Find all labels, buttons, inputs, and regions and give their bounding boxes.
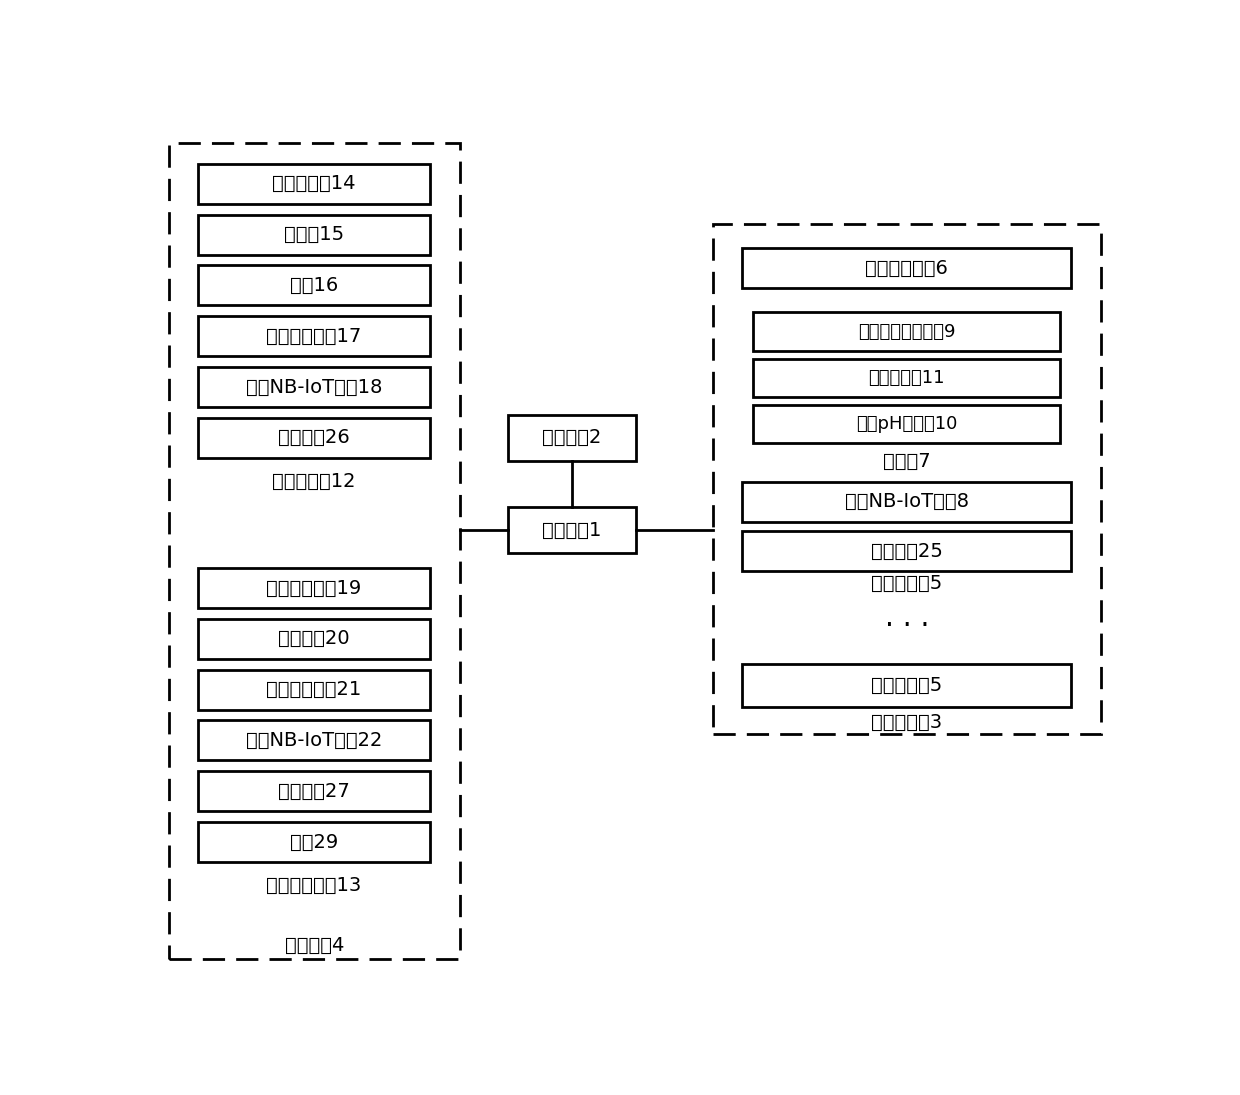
Text: 传感器网络3: 传感器网络3 <box>872 713 942 731</box>
Text: 传感器节点5: 传感器节点5 <box>872 574 942 592</box>
Text: 图像传感器11: 图像传感器11 <box>868 369 945 387</box>
Text: 第二电源26: 第二电源26 <box>278 428 350 448</box>
FancyBboxPatch shape <box>727 235 1086 591</box>
Text: 第三电源27: 第三电源27 <box>278 782 350 800</box>
Text: 第一微处理器6: 第一微处理器6 <box>866 258 949 278</box>
Text: 远程终端2: 远程终端2 <box>542 428 601 448</box>
Text: 滑轨电机20: 滑轨电机20 <box>278 630 350 648</box>
Text: 传感器节点5: 传感器节点5 <box>872 676 942 695</box>
Text: 滑轮29: 滑轮29 <box>290 832 339 852</box>
FancyBboxPatch shape <box>197 568 430 608</box>
Text: 阀门网络4: 阀门网络4 <box>284 936 343 955</box>
FancyBboxPatch shape <box>197 771 430 811</box>
FancyBboxPatch shape <box>754 358 1060 397</box>
Text: 浇水器阀门14: 浇水器阀门14 <box>272 174 356 193</box>
FancyBboxPatch shape <box>743 531 1071 572</box>
FancyBboxPatch shape <box>743 482 1071 522</box>
FancyBboxPatch shape <box>754 312 1060 350</box>
Text: 云服务器1: 云服务器1 <box>542 521 601 540</box>
FancyBboxPatch shape <box>743 665 1071 706</box>
FancyBboxPatch shape <box>743 249 1071 288</box>
Text: 第一电源25: 第一电源25 <box>870 542 942 561</box>
FancyBboxPatch shape <box>197 316 430 356</box>
Text: 滑轨电机阀门19: 滑轨电机阀门19 <box>267 578 362 598</box>
Text: 滑轨电机节点13: 滑轨电机节点13 <box>267 876 362 895</box>
FancyBboxPatch shape <box>713 223 1101 734</box>
Text: 浇水器节点12: 浇水器节点12 <box>272 472 356 491</box>
FancyBboxPatch shape <box>507 507 635 553</box>
FancyBboxPatch shape <box>507 415 635 461</box>
FancyBboxPatch shape <box>197 822 430 862</box>
FancyBboxPatch shape <box>197 670 430 710</box>
FancyBboxPatch shape <box>182 557 445 918</box>
Text: 浇水器15: 浇水器15 <box>284 226 343 244</box>
Text: 第三NB-IoT模块22: 第三NB-IoT模块22 <box>246 731 382 750</box>
FancyBboxPatch shape <box>754 405 1060 443</box>
Text: 第一NB-IoT模块8: 第一NB-IoT模块8 <box>844 493 968 511</box>
FancyBboxPatch shape <box>743 302 1071 470</box>
FancyBboxPatch shape <box>197 265 430 306</box>
FancyBboxPatch shape <box>197 418 430 458</box>
FancyBboxPatch shape <box>169 143 460 959</box>
FancyBboxPatch shape <box>182 153 445 542</box>
FancyBboxPatch shape <box>197 619 430 659</box>
Text: 第二NB-IoT模块18: 第二NB-IoT模块18 <box>246 378 382 396</box>
Text: 水管16: 水管16 <box>290 276 339 295</box>
FancyBboxPatch shape <box>197 215 430 255</box>
Text: 传感器7: 传感器7 <box>883 452 930 471</box>
Text: 土壤温湿度传感器9: 土壤温湿度传感器9 <box>858 323 956 341</box>
Text: 土壤pH传感器10: 土壤pH传感器10 <box>856 415 957 433</box>
FancyBboxPatch shape <box>197 721 430 761</box>
FancyBboxPatch shape <box>197 367 430 407</box>
Text: 第二微处理器17: 第二微处理器17 <box>267 326 362 346</box>
Text: 第三微处理器21: 第三微处理器21 <box>267 680 362 699</box>
FancyBboxPatch shape <box>197 164 430 204</box>
Text: · · ·: · · · <box>884 612 929 639</box>
